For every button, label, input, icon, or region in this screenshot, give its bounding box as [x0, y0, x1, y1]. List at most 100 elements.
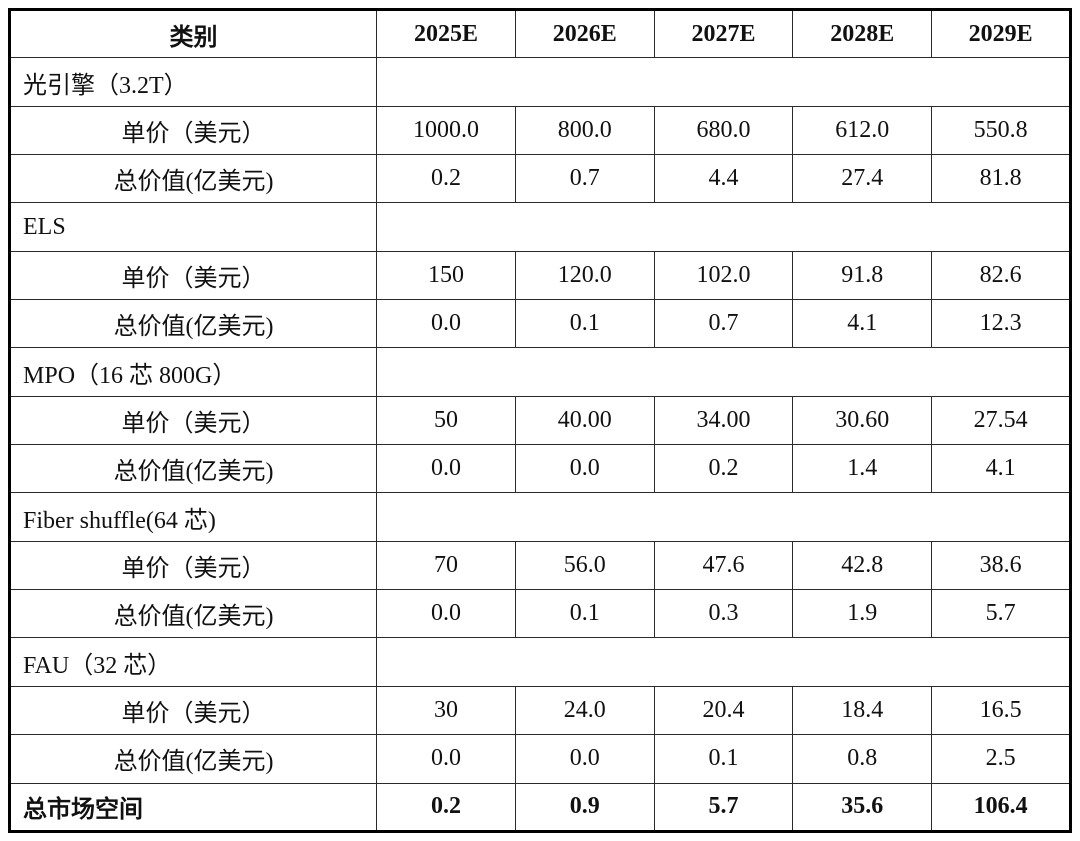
total-value: 35.6 — [792, 782, 933, 832]
cell-value: 50 — [376, 395, 516, 446]
total-value: 5.7 — [653, 782, 794, 832]
row-label-total-value: 总价值(亿美元) — [8, 154, 378, 204]
cell-value: 550.8 — [931, 105, 1071, 156]
cell-value: 18.4 — [792, 685, 933, 736]
cell-value: 1000.0 — [376, 105, 516, 156]
header-year-2027e: 2027E — [653, 8, 794, 59]
row-label-total-value: 总价值(亿美元) — [8, 589, 378, 639]
cell-value: 82.6 — [931, 250, 1071, 301]
cell-value: 612.0 — [792, 105, 933, 156]
cell-value: 2.5 — [931, 734, 1071, 784]
table-row: 总价值(亿美元) 0.2 0.7 4.4 27.4 81.8 — [8, 154, 1071, 204]
cell-value: 120.0 — [514, 250, 655, 301]
cell-value: 30.60 — [792, 395, 933, 446]
cell-value: 102.0 — [653, 250, 794, 301]
market-size-table: 类别 2025E 2026E 2027E 2028E 2029E 光引擎（3.2… — [8, 8, 1072, 833]
section-name: Fiber shuffle(64 芯) — [8, 492, 378, 542]
cell-value: 24.0 — [514, 685, 655, 736]
section-blank-cell — [376, 347, 1071, 397]
cell-value: 0.1 — [514, 589, 655, 639]
table-row: 总价值(亿美元) 0.0 0.0 0.2 1.4 4.1 — [8, 444, 1071, 494]
cell-value: 56.0 — [514, 540, 655, 591]
cell-value: 47.6 — [653, 540, 794, 591]
cell-value: 0.0 — [376, 444, 516, 494]
cell-value: 38.6 — [931, 540, 1071, 591]
cell-value: 40.00 — [514, 395, 655, 446]
table-row: 总价值(亿美元) 0.0 0.0 0.1 0.8 2.5 — [8, 734, 1071, 784]
cell-value: 16.5 — [931, 685, 1071, 736]
cell-value: 42.8 — [792, 540, 933, 591]
section-blank-cell — [376, 57, 1071, 107]
row-label-total-value: 总价值(亿美元) — [8, 299, 378, 349]
cell-value: 0.0 — [376, 589, 516, 639]
cell-value: 27.54 — [931, 395, 1071, 446]
cell-value: 27.4 — [792, 154, 933, 204]
section-blank-cell — [376, 637, 1071, 687]
section-row-fiber-shuffle: Fiber shuffle(64 芯) — [8, 492, 1071, 542]
table-header-row: 类别 2025E 2026E 2027E 2028E 2029E — [8, 8, 1071, 59]
section-name: ELS — [8, 202, 378, 252]
cell-value: 150 — [376, 250, 516, 301]
cell-value: 0.0 — [376, 734, 516, 784]
cell-value: 0.1 — [653, 734, 794, 784]
cell-value: 0.3 — [653, 589, 794, 639]
cell-value: 4.1 — [792, 299, 933, 349]
cell-value: 12.3 — [931, 299, 1071, 349]
header-year-2026e: 2026E — [514, 8, 655, 59]
row-label-unit-price: 单价（美元） — [8, 685, 378, 736]
cell-value: 680.0 — [653, 105, 794, 156]
cell-value: 81.8 — [931, 154, 1071, 204]
header-year-2029e: 2029E — [931, 8, 1071, 59]
cell-value: 5.7 — [931, 589, 1071, 639]
total-value: 0.2 — [376, 782, 516, 832]
cell-value: 1.4 — [792, 444, 933, 494]
cell-value: 34.00 — [653, 395, 794, 446]
section-row-optical-engine: 光引擎（3.2T） — [8, 57, 1071, 107]
table-row: 单价（美元） 1000.0 800.0 680.0 612.0 550.8 — [8, 105, 1071, 156]
row-label-total-value: 总价值(亿美元) — [8, 444, 378, 494]
row-label-unit-price: 单价（美元） — [8, 540, 378, 591]
total-value: 106.4 — [931, 782, 1071, 832]
cell-value: 30 — [376, 685, 516, 736]
cell-value: 0.7 — [514, 154, 655, 204]
cell-value: 800.0 — [514, 105, 655, 156]
total-value: 0.9 — [514, 782, 655, 832]
section-name: MPO（16 芯 800G） — [8, 347, 378, 397]
cell-value: 0.0 — [376, 299, 516, 349]
cell-value: 4.1 — [931, 444, 1071, 494]
header-year-2028e: 2028E — [792, 8, 933, 59]
header-year-2025e: 2025E — [376, 8, 516, 59]
cell-value: 0.2 — [376, 154, 516, 204]
total-label: 总市场空间 — [8, 782, 378, 832]
cell-value: 0.2 — [653, 444, 794, 494]
cell-value: 91.8 — [792, 250, 933, 301]
section-blank-cell — [376, 492, 1071, 542]
cell-value: 20.4 — [653, 685, 794, 736]
total-market-row: 总市场空间 0.2 0.9 5.7 35.6 106.4 — [8, 782, 1071, 832]
section-name: 光引擎（3.2T） — [8, 57, 378, 107]
header-category: 类别 — [8, 8, 378, 59]
cell-value: 4.4 — [653, 154, 794, 204]
row-label-unit-price: 单价（美元） — [8, 395, 378, 446]
cell-value: 70 — [376, 540, 516, 591]
cell-value: 1.9 — [792, 589, 933, 639]
cell-value: 0.8 — [792, 734, 933, 784]
table-row: 单价（美元） 30 24.0 20.4 18.4 16.5 — [8, 685, 1071, 736]
row-label-total-value: 总价值(亿美元) — [8, 734, 378, 784]
cell-value: 0.0 — [514, 444, 655, 494]
cell-value: 0.1 — [514, 299, 655, 349]
cell-value: 0.0 — [514, 734, 655, 784]
table-row: 总价值(亿美元) 0.0 0.1 0.3 1.9 5.7 — [8, 589, 1071, 639]
section-row-fau: FAU（32 芯） — [8, 637, 1071, 687]
cell-value: 0.7 — [653, 299, 794, 349]
row-label-unit-price: 单价（美元） — [8, 105, 378, 156]
section-row-mpo: MPO（16 芯 800G） — [8, 347, 1071, 397]
section-name: FAU（32 芯） — [8, 637, 378, 687]
table-row: 单价（美元） 50 40.00 34.00 30.60 27.54 — [8, 395, 1071, 446]
section-row-els: ELS — [8, 202, 1071, 252]
section-blank-cell — [376, 202, 1071, 252]
table-row: 单价（美元） 70 56.0 47.6 42.8 38.6 — [8, 540, 1071, 591]
table-row: 总价值(亿美元) 0.0 0.1 0.7 4.1 12.3 — [8, 299, 1071, 349]
row-label-unit-price: 单价（美元） — [8, 250, 378, 301]
